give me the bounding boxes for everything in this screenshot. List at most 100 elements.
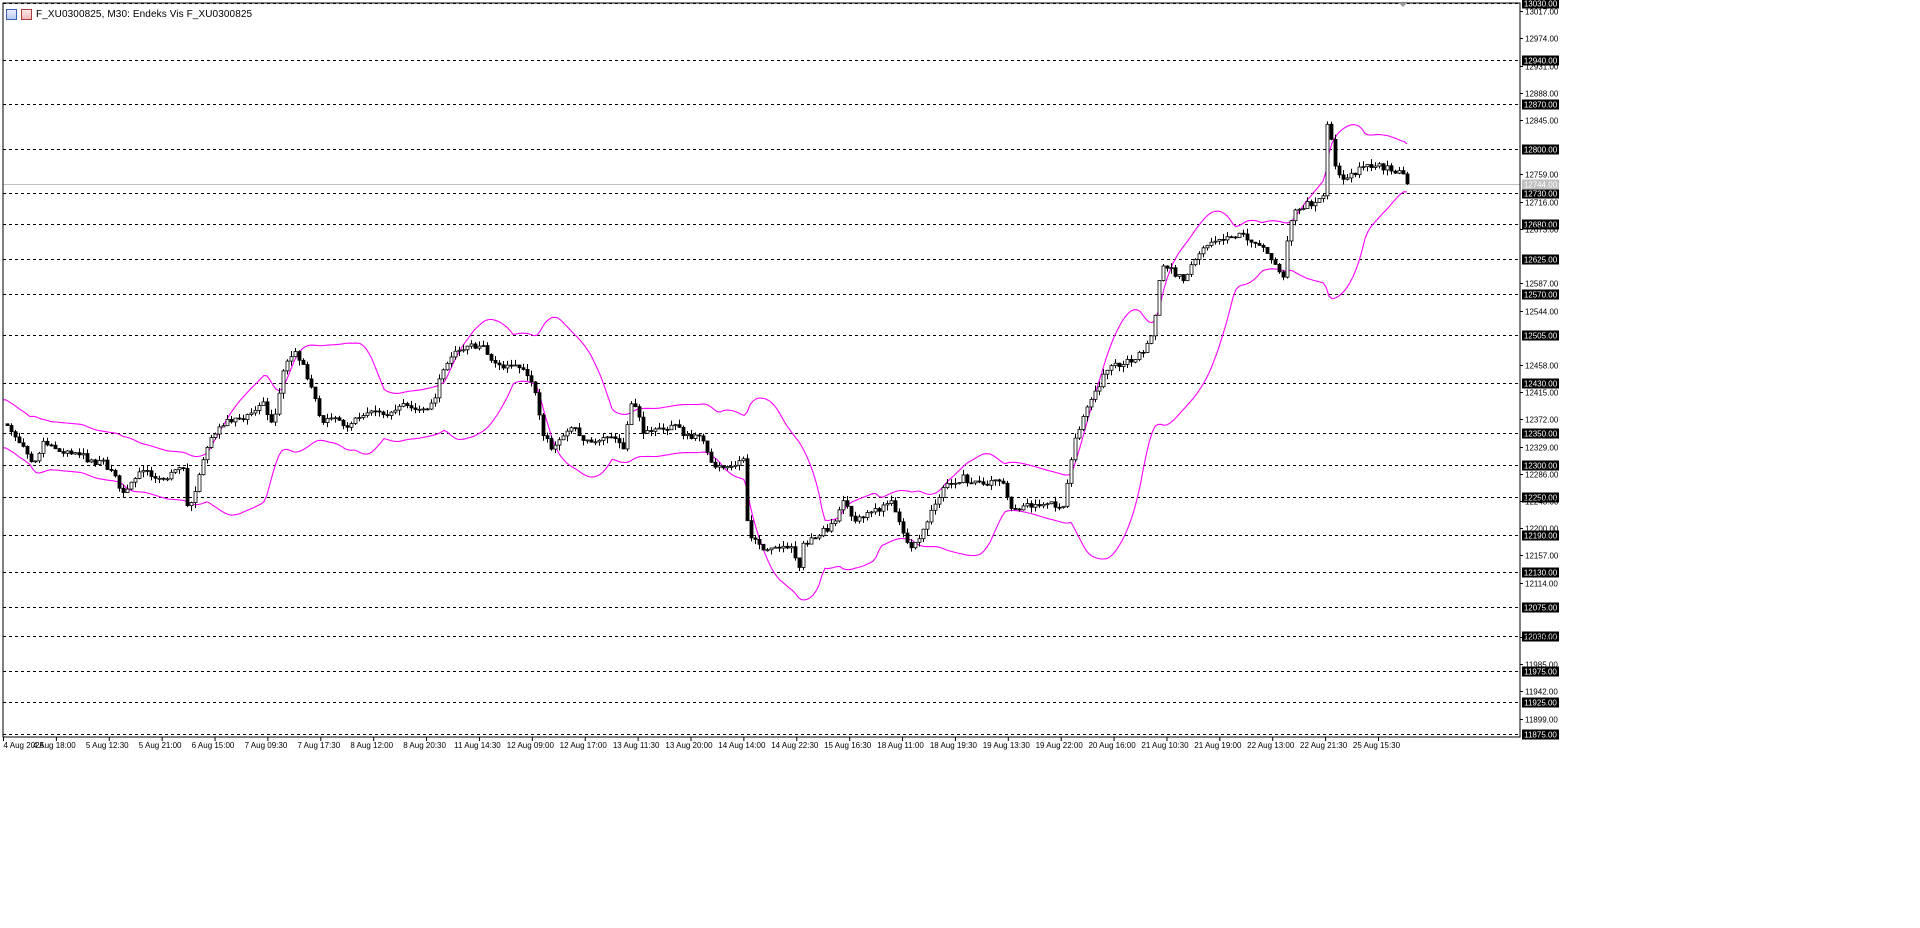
candle-body <box>1145 342 1150 353</box>
x-tick-label: 8 Aug 20:30 <box>403 741 446 750</box>
x-tick-label: 12 Aug 09:00 <box>507 741 555 750</box>
candle-body <box>817 535 822 539</box>
candle-body <box>1397 170 1402 174</box>
candle-body <box>245 414 250 420</box>
chart-window-icon[interactable] <box>6 8 17 20</box>
candle-body <box>401 403 406 407</box>
candle-body <box>457 349 462 352</box>
candle-body <box>73 452 78 455</box>
candle-body <box>349 423 354 428</box>
indicator-icon[interactable] <box>21 8 32 20</box>
candle-body <box>693 434 698 439</box>
candle-body <box>525 369 530 377</box>
price-level-label: 12430.00 <box>1524 380 1558 389</box>
candle-body <box>1053 501 1058 508</box>
candle-body <box>633 403 638 408</box>
candle-body <box>341 419 346 427</box>
candle-body <box>589 439 594 443</box>
candle-body <box>177 467 182 471</box>
candle-body <box>217 426 222 435</box>
candle-body <box>673 424 678 427</box>
candle-body <box>33 460 38 463</box>
y-tick-label: 12845.00 <box>1525 117 1559 126</box>
candle-body <box>957 482 962 484</box>
candle-body <box>77 452 82 456</box>
candle-body <box>573 427 578 430</box>
y-tick-label: 12286.00 <box>1525 471 1559 480</box>
candle-body <box>745 458 750 522</box>
candle-body <box>397 405 402 411</box>
candle-body <box>1093 390 1098 400</box>
candle-body <box>877 508 882 512</box>
candle-body <box>441 369 446 380</box>
candle-body <box>409 405 414 409</box>
candle-body <box>153 476 158 479</box>
candle-body <box>249 412 254 415</box>
candle-body <box>1181 274 1186 282</box>
candle-body <box>737 460 742 466</box>
price-level-tag <box>1522 697 1559 708</box>
y-tick-label: 12157.00 <box>1525 552 1559 561</box>
x-tick-label: 19 Aug 13:30 <box>983 741 1031 750</box>
price-level-tag <box>1522 330 1559 341</box>
y-tick-label: 12329.00 <box>1525 444 1559 453</box>
candle-body <box>165 478 170 481</box>
candle-body <box>57 448 62 452</box>
price-level-tag <box>1522 567 1559 578</box>
candle-body <box>773 546 778 549</box>
x-tick-label: 7 Aug 17:30 <box>297 741 340 750</box>
bollinger-upper <box>2 124 1408 522</box>
candle-body <box>1017 508 1022 511</box>
candle-body <box>61 451 66 454</box>
y-tick-label: 11942.00 <box>1525 688 1558 697</box>
candle-body <box>609 436 614 439</box>
candle-body <box>709 451 714 463</box>
candle-body <box>645 430 650 434</box>
candle-body <box>473 343 478 349</box>
candle-body <box>729 466 734 468</box>
x-tick-label: 22 Aug 21:30 <box>1300 741 1348 750</box>
candle-body <box>485 345 490 355</box>
candle-body <box>1085 406 1090 417</box>
candle-body <box>989 479 994 486</box>
candle-body <box>941 487 946 498</box>
candle-body <box>337 417 342 421</box>
candle-body <box>965 474 970 484</box>
candle-body <box>1021 505 1026 511</box>
price-level-tag <box>1522 219 1559 230</box>
candle-body <box>21 442 26 447</box>
candle-body <box>149 470 154 477</box>
candle-body <box>1037 504 1042 507</box>
candle-body <box>1321 195 1326 199</box>
candle-body <box>1325 123 1330 197</box>
candle-body <box>405 403 410 407</box>
candle-body <box>289 356 294 362</box>
candle-body <box>81 453 86 456</box>
candle-body <box>489 354 494 361</box>
candle-body <box>357 417 362 419</box>
chart-shift-marker[interactable] <box>1399 3 1407 7</box>
candle-body <box>845 500 850 507</box>
price-level-tag <box>1522 254 1559 265</box>
candle-body <box>413 407 418 410</box>
candle-body <box>1057 506 1062 509</box>
candle-body <box>5 423 10 426</box>
price-level-label: 13030.00 <box>1524 0 1558 9</box>
candle-body <box>425 408 430 411</box>
candle-body <box>1081 416 1086 430</box>
price-level-label: 12030.00 <box>1524 633 1558 642</box>
price-level-label: 12800.00 <box>1524 146 1558 155</box>
candle-body <box>581 435 586 441</box>
candle-body <box>981 481 986 485</box>
candle-body <box>1313 201 1318 207</box>
price-level-tag <box>1522 460 1559 471</box>
candle-body <box>209 437 214 448</box>
candle-body <box>13 431 18 438</box>
candle-body <box>1065 482 1070 507</box>
price-level-tag <box>1522 378 1559 389</box>
candle-body <box>1241 232 1246 235</box>
candle-body <box>1233 236 1238 239</box>
candle-body <box>769 547 774 551</box>
